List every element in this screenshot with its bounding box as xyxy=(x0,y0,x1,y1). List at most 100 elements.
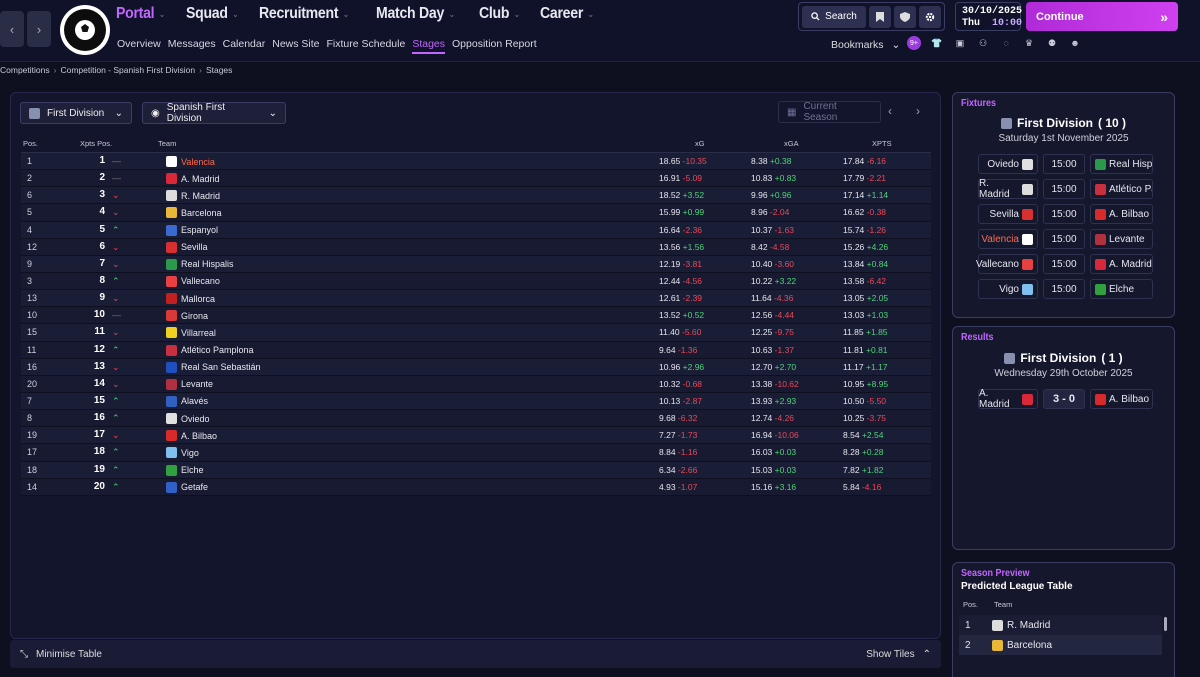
breadcrumb-item[interactable]: Competitions xyxy=(0,65,50,75)
forward-button[interactable]: › xyxy=(27,11,51,47)
fixture-row[interactable]: Oviedo 15:00 Real Hispalis xyxy=(978,154,1153,174)
tactics-icon[interactable]: ⚇ xyxy=(978,37,988,48)
menu-squad[interactable]: Squad ⌄ xyxy=(186,5,239,23)
preview-row[interactable]: 2 Barcelona xyxy=(959,635,1162,655)
staff-icon[interactable]: ☻ xyxy=(1070,38,1080,48)
table-row[interactable]: 2 2 — A. Madrid 16.91 -5.09 10.83 +0.83 17.79 … xyxy=(21,170,931,188)
team-cell[interactable]: Levante xyxy=(166,378,213,390)
result-row[interactable]: A. Madrid 3 - 0 A. Bilbao xyxy=(978,388,1153,410)
team-cell[interactable]: Vallecano xyxy=(166,275,220,287)
continue-button[interactable]: Continue » xyxy=(1026,2,1178,31)
table-row[interactable]: 16 13 ⌄ Real San Sebastián 10.96 +2.96 12.70 … xyxy=(21,358,931,376)
trophy-icon[interactable]: ♛ xyxy=(1024,37,1034,48)
result-away-team[interactable]: A. Bilbao xyxy=(1090,389,1153,409)
fixture-time[interactable]: 15:00 xyxy=(1043,229,1085,249)
bookmark-badge[interactable]: 9+ xyxy=(907,36,921,50)
menu-match-day[interactable]: Match Day ⌄ xyxy=(376,5,455,23)
team-cell[interactable]: Real San Sebastián xyxy=(166,361,261,373)
results-competition[interactable]: First Division ( 1 ) xyxy=(953,351,1174,365)
table-row[interactable]: 17 18 ⌃ Vigo 8.84 -1.16 16.03 +0.03 8.28 +0.28 xyxy=(21,444,931,462)
fixture-away-team[interactable]: Atlético Pamplona xyxy=(1090,179,1153,199)
fixture-away-team[interactable]: Levante xyxy=(1090,229,1153,249)
table-row[interactable]: 6 3 ⌄ R. Madrid 18.52 +3.52 9.96 +0.96 17.14 +… xyxy=(21,187,931,205)
previous-season-button[interactable]: ‹ xyxy=(888,104,892,118)
fixture-time[interactable]: 15:00 xyxy=(1043,279,1085,299)
fixture-time[interactable]: 15:00 xyxy=(1043,204,1085,224)
team-cell[interactable]: Atlético Pamplona xyxy=(166,344,254,356)
fixture-home-team[interactable]: R. Madrid xyxy=(978,178,1038,200)
table-row[interactable]: 20 14 ⌄ Levante 10.32 -0.68 13.38 -10.62 10.95… xyxy=(21,375,931,393)
fixture-away-team[interactable]: A. Madrid xyxy=(1090,254,1153,274)
fixture-row[interactable]: Vallecano 15:00 A. Madrid xyxy=(976,254,1153,274)
fixture-time[interactable]: 15:00 xyxy=(1043,179,1085,199)
team-cell[interactable]: Espanyol xyxy=(166,224,218,236)
team-cell[interactable]: Alavés xyxy=(166,395,208,407)
fixture-time[interactable]: 15:00 xyxy=(1043,254,1085,274)
menu-club[interactable]: Club ⌄ xyxy=(479,5,520,23)
fixture-row[interactable]: Valencia 15:00 Levante xyxy=(978,229,1153,249)
back-button[interactable]: ‹ xyxy=(0,11,24,47)
team-cell[interactable]: Villarreal xyxy=(166,327,216,339)
submenu-opposition-report[interactable]: Opposition Report xyxy=(452,38,537,50)
bookmarks-dropdown[interactable]: Bookmarks ⌄ xyxy=(831,39,900,51)
team-cell[interactable]: R. Madrid xyxy=(166,190,220,202)
team-cell[interactable]: Real Hispalis xyxy=(166,258,234,270)
fixture-home-team[interactable]: Sevilla xyxy=(978,204,1038,224)
breadcrumb-item[interactable]: Stages xyxy=(205,65,233,75)
breadcrumb-item[interactable]: Competition - Spanish First Division xyxy=(60,65,196,75)
table-row[interactable]: 15 11 ⌄ Villarreal 11.40 -5.60 12.25 -9.75 11.… xyxy=(21,324,931,342)
table-row[interactable]: 11 12 ⌃ Atlético Pamplona 9.64 -1.36 10.63 -1… xyxy=(21,341,931,359)
table-row[interactable]: 14 20 ⌃ Getafe 4.93 -1.07 15.16 +3.16 5.84 -4.… xyxy=(21,478,931,496)
clipboard-icon[interactable]: ▣ xyxy=(955,37,965,48)
menu-recruitment[interactable]: Recruitment ⌄ xyxy=(259,5,349,23)
preview-scrollbar[interactable] xyxy=(1164,617,1167,631)
table-row[interactable]: 9 7 ⌄ Real Hispalis 12.19 -3.81 10.40 -3.60 13… xyxy=(21,255,931,273)
result-score[interactable]: 3 - 0 xyxy=(1043,389,1085,409)
fixture-home-team[interactable]: Vallecano xyxy=(976,254,1038,274)
table-row[interactable]: 4 5 ⌃ Espanyol 16.64 -2.36 10.37 -1.63 15.74 -… xyxy=(21,221,931,239)
competition-dropdown[interactable]: ◉ Spanish First Division ⌄ xyxy=(142,102,286,124)
header-xga[interactable]: xGA xyxy=(784,139,799,148)
scouting-icon[interactable]: ⚉ xyxy=(1047,37,1057,48)
fixtures-competition[interactable]: First Division ( 10 ) xyxy=(953,116,1174,130)
division-dropdown[interactable]: First Division ⌄ xyxy=(20,102,132,124)
team-cell[interactable]: Getafe xyxy=(166,481,208,493)
next-season-button[interactable]: › xyxy=(916,104,920,118)
table-row[interactable]: 5 4 ⌄ Barcelona 15.99 +0.99 8.96 -2.04 16.62 -… xyxy=(21,204,931,222)
team-cell[interactable]: Sevilla xyxy=(166,241,208,253)
fixture-home-team[interactable]: Oviedo xyxy=(978,154,1038,174)
menu-portal[interactable]: Portal ⌄ xyxy=(116,5,165,23)
team-cell[interactable]: A. Bilbao xyxy=(166,430,217,442)
header-team[interactable]: Team xyxy=(158,139,177,148)
fixture-row[interactable]: Sevilla 15:00 A. Bilbao xyxy=(978,204,1153,224)
submenu-fixture-schedule[interactable]: Fixture Schedule xyxy=(326,38,406,50)
submenu-news-site[interactable]: News Site xyxy=(272,38,320,50)
season-selector[interactable]: ▦ Current Season xyxy=(778,101,881,123)
menu-career[interactable]: Career ⌄ xyxy=(540,5,594,23)
table-row[interactable]: 18 19 ⌃ Elche 6.34 -2.66 15.03 +0.03 7.82 +1.8… xyxy=(21,461,931,479)
show-tiles-button[interactable]: Show Tiles ⌃ xyxy=(866,649,931,660)
fixture-row[interactable]: R. Madrid 15:00 Atlético Pamplona xyxy=(978,178,1153,200)
table-row[interactable]: 3 8 ⌃ Vallecano 12.44 -4.56 10.22 +3.22 13.58 … xyxy=(21,272,931,291)
table-row[interactable]: 12 6 ⌄ Sevilla 13.56 +1.56 8.42 -4.58 15.26 +4… xyxy=(21,238,931,256)
team-cell[interactable]: Vigo xyxy=(166,447,199,459)
fixture-away-team[interactable]: A. Bilbao xyxy=(1090,204,1153,224)
table-row[interactable]: 7 15 ⌃ Alavés 10.13 -2.87 13.93 +2.93 10.50 -5… xyxy=(21,392,931,411)
fixture-home-team[interactable]: Valencia xyxy=(978,229,1038,249)
submenu-overview[interactable]: Overview xyxy=(117,38,161,50)
team-cell[interactable]: Valencia xyxy=(166,156,215,167)
submenu-messages[interactable]: Messages xyxy=(167,38,216,50)
result-home-team[interactable]: A. Madrid xyxy=(978,388,1038,410)
kit-icon[interactable]: 👕 xyxy=(931,37,943,48)
submenu-calendar[interactable]: Calendar xyxy=(222,38,266,50)
team-cell[interactable]: Mallorca xyxy=(166,293,215,305)
team-cell[interactable]: Barcelona xyxy=(166,207,222,219)
search-button[interactable]: Search xyxy=(802,5,866,28)
fixture-row[interactable]: Vigo 15:00 Elche xyxy=(978,279,1153,299)
table-row[interactable]: 19 17 ⌄ A. Bilbao 7.27 -1.73 16.94 -10.06 8.54… xyxy=(21,427,931,445)
team-cell[interactable]: Oviedo xyxy=(166,413,210,425)
fixture-away-team[interactable]: Real Hispalis xyxy=(1090,154,1153,174)
table-row[interactable]: 13 9 ⌄ Mallorca 12.61 -2.39 11.64 -4.36 13.05 … xyxy=(21,290,931,308)
header-xg[interactable]: xG xyxy=(695,139,705,148)
fixture-away-team[interactable]: Elche xyxy=(1090,279,1153,299)
